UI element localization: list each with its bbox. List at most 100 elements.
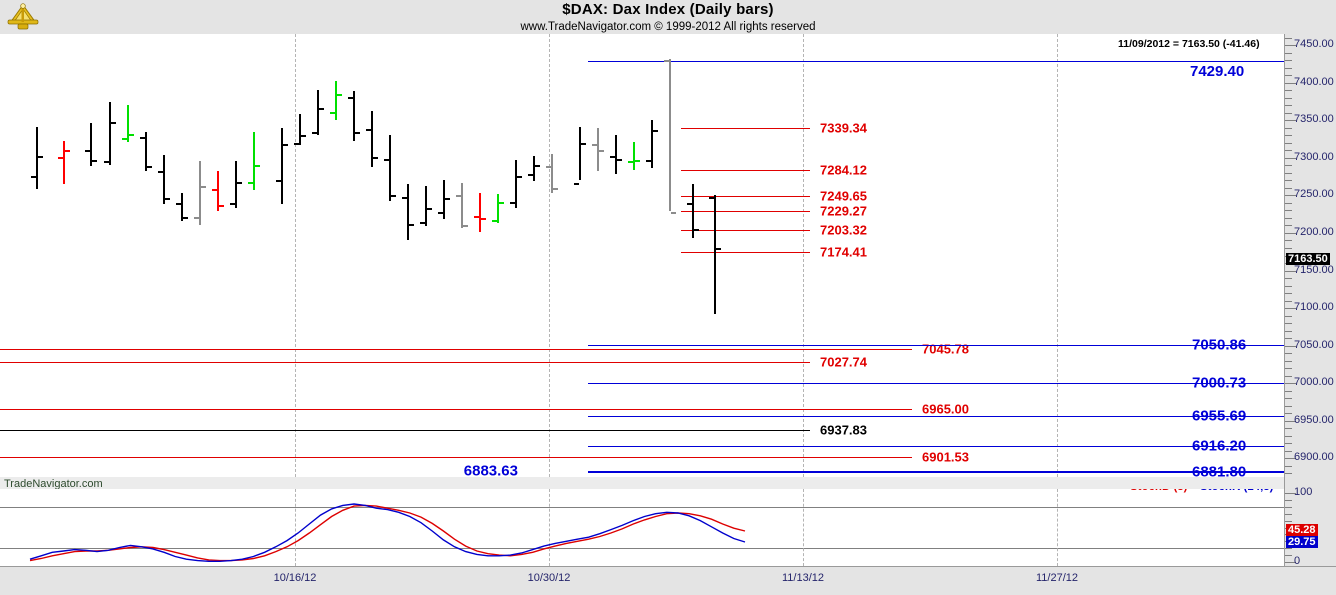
price-tick-minor bbox=[1285, 217, 1292, 219]
date-axis[interactable]: 10/16/12 10/30/12 11/13/12 11/27/12 bbox=[0, 566, 1336, 595]
ohlc-bar[interactable] bbox=[0, 34, 1284, 477]
ohlc-bar[interactable] bbox=[0, 34, 1284, 477]
ohlc-bar[interactable] bbox=[0, 34, 1284, 477]
support-level-blue-line[interactable] bbox=[588, 446, 1284, 448]
support-level-blue-line[interactable] bbox=[588, 471, 1284, 473]
support-level-red-label: 7229.27 bbox=[820, 203, 867, 219]
indicator-axis[interactable]: 100 0 45.28 29.75 bbox=[1284, 477, 1336, 567]
ohlc-bar[interactable] bbox=[0, 34, 1284, 477]
indicator-tick-minor bbox=[1285, 555, 1292, 557]
ohlc-bar[interactable] bbox=[0, 34, 1284, 477]
ohlc-open-tick bbox=[230, 202, 235, 205]
header-band: $DAX: Dax Index (Daily bars) www.TradeNa… bbox=[0, 0, 1336, 34]
support-level-red-line[interactable] bbox=[0, 409, 912, 411]
price-tick-minor bbox=[1285, 405, 1292, 407]
ohlc-close-tick bbox=[183, 217, 188, 220]
support-level-red-line[interactable] bbox=[0, 348, 912, 350]
support-level-blue-line[interactable] bbox=[588, 470, 1284, 472]
ohlc-bar[interactable] bbox=[0, 34, 1284, 477]
support-level-blue-line[interactable] bbox=[588, 416, 1284, 418]
ohlc-bar[interactable] bbox=[0, 34, 1284, 477]
ohlc-bar[interactable] bbox=[0, 34, 1284, 477]
stochastic-pane[interactable]: StochD (3) StochK (14,3) bbox=[0, 489, 1284, 566]
date-tick-label: 10/30/12 bbox=[527, 572, 571, 584]
ohlc-bar[interactable] bbox=[0, 34, 1284, 477]
ohlc-bar[interactable] bbox=[0, 34, 1284, 477]
ohlc-bar[interactable] bbox=[0, 34, 1284, 477]
support-level-red-line[interactable] bbox=[0, 457, 912, 459]
ohlc-close-tick bbox=[535, 165, 540, 168]
ohlc-range bbox=[579, 127, 581, 180]
ohlc-close-tick bbox=[111, 121, 116, 124]
price-tick-label: 6950.00 bbox=[1294, 413, 1334, 426]
support-level-black-line[interactable] bbox=[0, 429, 810, 431]
ohlc-bar[interactable] bbox=[0, 34, 1284, 477]
ohlc-bar[interactable] bbox=[0, 34, 1284, 477]
ohlc-bar[interactable] bbox=[0, 34, 1284, 477]
price-tick-minor bbox=[1285, 112, 1292, 114]
ohlc-bar[interactable] bbox=[0, 34, 1284, 477]
ohlc-bar[interactable] bbox=[0, 34, 1284, 477]
price-tick-minor bbox=[1285, 315, 1292, 317]
watermark-label: TradeNavigator.com bbox=[4, 478, 103, 490]
ohlc-bar[interactable] bbox=[0, 34, 1284, 477]
support-level-red-line[interactable] bbox=[681, 230, 810, 232]
ohlc-bar[interactable] bbox=[0, 34, 1284, 477]
ohlc-bar[interactable] bbox=[0, 34, 1284, 477]
ohlc-close-tick bbox=[355, 132, 360, 135]
ohlc-range bbox=[551, 154, 553, 194]
ohlc-bar[interactable] bbox=[0, 34, 1284, 477]
support-level-blue-line[interactable] bbox=[588, 60, 1284, 62]
ohlc-bar[interactable] bbox=[0, 34, 1284, 477]
support-level-red-label: 6965.00 bbox=[922, 401, 969, 417]
vertical-gridline bbox=[803, 489, 804, 566]
ohlc-bar[interactable] bbox=[0, 34, 1284, 477]
indicator-tick-minor bbox=[1285, 548, 1292, 550]
ohlc-close-tick bbox=[283, 144, 288, 147]
price-tick-minor bbox=[1285, 293, 1292, 295]
price-axis[interactable]: 7450.00 7400.00 7350.00 7300.00 7250.00 7200.… bbox=[1284, 34, 1336, 477]
ohlc-open-tick bbox=[628, 160, 633, 163]
support-level-blue-line[interactable] bbox=[588, 344, 1284, 346]
ohlc-close-tick bbox=[373, 157, 378, 160]
ohlc-bar[interactable] bbox=[0, 34, 1284, 477]
ohlc-open-tick bbox=[528, 174, 533, 177]
ohlc-bar[interactable] bbox=[0, 34, 1284, 477]
support-level-red-line[interactable] bbox=[681, 128, 810, 130]
ohlc-bar[interactable] bbox=[0, 34, 1284, 477]
ohlc-bar[interactable] bbox=[0, 34, 1284, 477]
ohlc-range bbox=[145, 132, 147, 171]
ohlc-bar[interactable] bbox=[0, 34, 1284, 477]
ohlc-range bbox=[109, 101, 111, 165]
ohlc-open-tick bbox=[474, 215, 479, 218]
ohlc-bar[interactable] bbox=[0, 34, 1284, 477]
support-level-red-line[interactable] bbox=[681, 169, 810, 171]
support-level-red-line[interactable] bbox=[0, 362, 810, 364]
support-level-red-line[interactable] bbox=[681, 210, 810, 212]
ohlc-close-tick bbox=[445, 198, 450, 201]
ohlc-bar[interactable] bbox=[0, 34, 1284, 477]
support-level-blue-label: 7050.86 bbox=[1192, 336, 1247, 354]
ohlc-bar[interactable] bbox=[0, 34, 1284, 477]
ohlc-bar[interactable] bbox=[0, 34, 1284, 477]
support-level-red-label: 7027.74 bbox=[820, 354, 867, 370]
ohlc-bar[interactable] bbox=[0, 34, 1284, 477]
support-level-blue-label: 6881.80 bbox=[1192, 463, 1247, 478]
ohlc-range bbox=[615, 134, 617, 174]
ohlc-bar[interactable] bbox=[0, 34, 1284, 477]
price-chart-pane[interactable]: 7339.34 7284.12 7249.65 7229.27 7203.32 7174.… bbox=[0, 34, 1284, 478]
vertical-gridline bbox=[1057, 34, 1058, 477]
support-level-red-line[interactable] bbox=[681, 252, 810, 254]
ohlc-range bbox=[425, 186, 427, 227]
support-level-blue-line[interactable] bbox=[588, 382, 1284, 384]
price-tick-label: 7450.00 bbox=[1294, 38, 1334, 51]
price-tick-major bbox=[1285, 345, 1296, 347]
ohlc-range bbox=[714, 194, 716, 315]
ohlc-open-tick bbox=[212, 189, 217, 192]
ohlc-bar[interactable] bbox=[0, 34, 1284, 477]
indicator-gridline bbox=[0, 506, 1284, 508]
support-level-red-line[interactable] bbox=[681, 195, 810, 197]
ohlc-open-tick bbox=[58, 157, 63, 160]
ohlc-bar[interactable] bbox=[0, 34, 1284, 477]
ohlc-bar[interactable] bbox=[0, 34, 1284, 477]
